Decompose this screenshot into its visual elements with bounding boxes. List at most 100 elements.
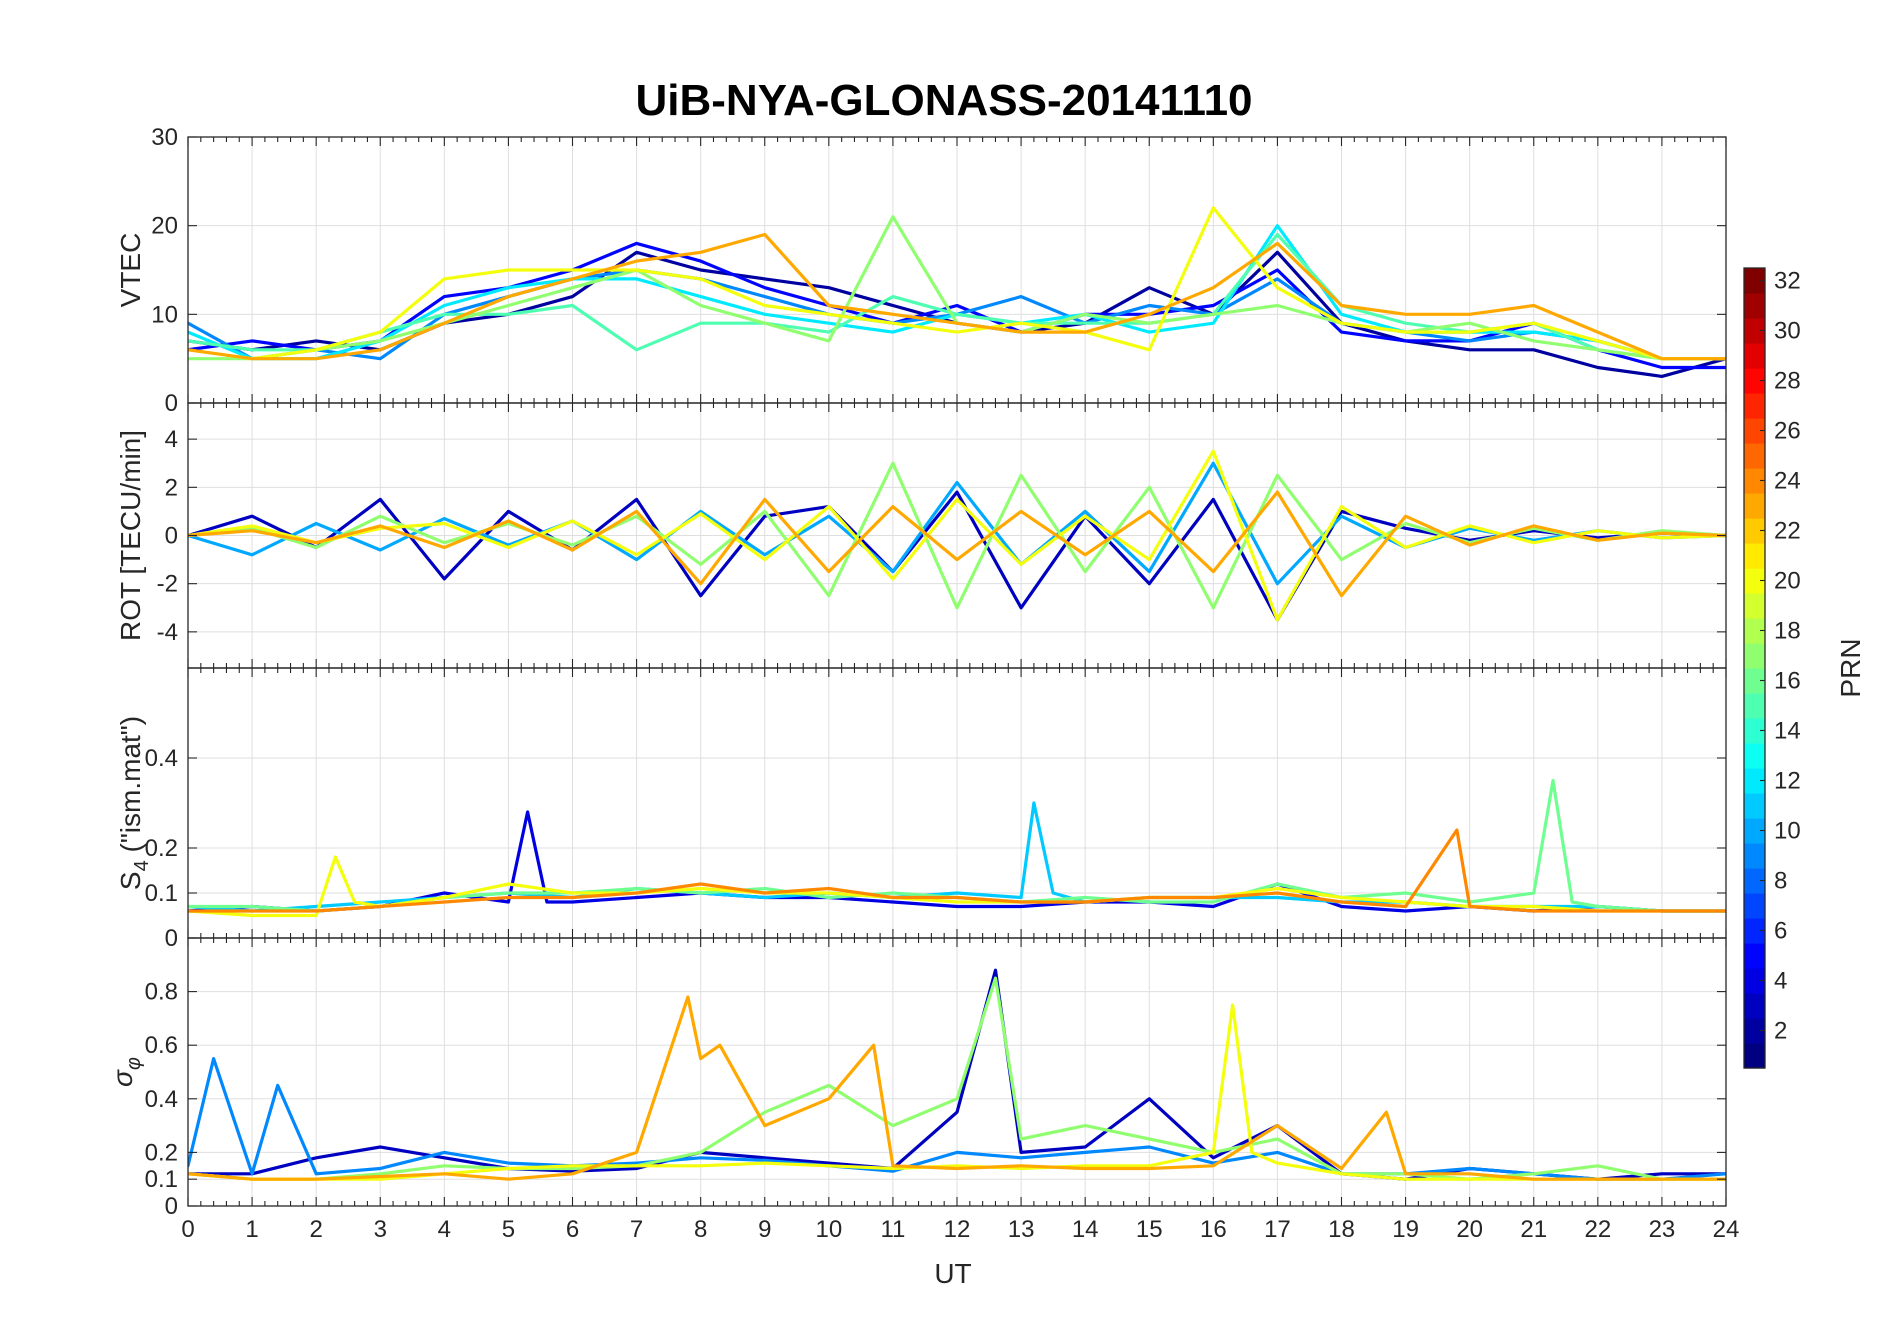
- series-prn-20: [188, 206, 1726, 361]
- x-tick-label: 24: [1713, 1216, 1740, 1243]
- x-tick-label: 11: [880, 1216, 905, 1243]
- colorbar-tick-label: 20: [1774, 568, 1801, 595]
- colorbar-segment: [1744, 543, 1765, 569]
- series-prn-17: [188, 461, 1726, 610]
- y-axis-label: S4 ("ism.mat"): [115, 716, 153, 890]
- x-tick-label: 3: [374, 1216, 387, 1243]
- colorbar-tick-label: 18: [1774, 618, 1801, 645]
- colorbar-segment: [1744, 793, 1765, 819]
- colorbar-segment: [1744, 868, 1765, 894]
- series-prn-23: [188, 490, 1726, 598]
- colorbar-segment: [1744, 318, 1765, 344]
- colorbar-segment: [1744, 343, 1765, 369]
- colorbar-segment: [1744, 743, 1765, 769]
- colorbar-segment: [1744, 443, 1765, 469]
- series-group: [188, 778, 1726, 918]
- colorbar-tick-label: 32: [1774, 268, 1801, 295]
- series-prn-23: [188, 995, 1726, 1181]
- x-tick-label: 5: [502, 1216, 515, 1243]
- colorbar-segment: [1744, 518, 1765, 544]
- x-tick-label: 13: [1008, 1216, 1035, 1243]
- x-tick-label: 1: [245, 1216, 258, 1243]
- colorbar-segment: [1744, 718, 1765, 744]
- colorbar-tick-label: 26: [1774, 418, 1801, 445]
- y-tick-label: 30: [151, 124, 178, 151]
- colorbar-segment: [1744, 943, 1765, 969]
- colorbar-tick-label: 8: [1774, 868, 1787, 895]
- y-tick-label: 0.1: [145, 880, 178, 907]
- x-tick-label: 20: [1456, 1216, 1483, 1243]
- x-tick-label: 14: [1072, 1216, 1099, 1243]
- y-tick-label: 10: [151, 301, 178, 328]
- series-prn-20: [188, 449, 1726, 622]
- colorbar-segment: [1744, 418, 1765, 444]
- colorbar-segment: [1744, 293, 1765, 319]
- series-prn-23: [188, 232, 1726, 361]
- y-tick-label: 0.4: [145, 1086, 178, 1113]
- series-prn-20: [188, 1003, 1726, 1181]
- panel-s4: 0 0.1 0.2 0.4S4 ("ism.mat"): [115, 667, 1727, 952]
- colorbar-segment: [1744, 393, 1765, 419]
- colorbar-frame: [1743, 267, 1766, 1069]
- x-tick-label: 17: [1264, 1216, 1291, 1243]
- y-tick-label: 0.2: [145, 1139, 178, 1166]
- colorbar-segment: [1744, 968, 1765, 994]
- colorbar-segment: [1744, 618, 1765, 644]
- y-tick-label: 0.2: [145, 835, 178, 862]
- y-axis-label: ROT [TECU/min]: [115, 430, 146, 641]
- series-prn-3: [188, 490, 1726, 622]
- series-group: [188, 449, 1726, 622]
- colorbar-segment: [1744, 593, 1765, 619]
- y-tick-label: 20: [151, 213, 178, 240]
- y-axis-label: VTEC: [115, 233, 146, 308]
- colorbar-segment: [1744, 468, 1765, 494]
- colorbar-tick-label: 28: [1774, 368, 1801, 395]
- x-tick-label: 12: [944, 1216, 971, 1243]
- x-tick-label: 0: [181, 1216, 194, 1243]
- colorbar-segment: [1744, 368, 1765, 394]
- series-group: [188, 206, 1726, 378]
- chart-title: UiB-NYA-GLONASS-20141110: [635, 76, 1252, 125]
- y-tick-label: 0: [165, 1193, 178, 1220]
- y-tick-label: -2: [157, 571, 178, 598]
- series-group: [188, 968, 1726, 1181]
- series-prn-9: [188, 1057, 1726, 1181]
- x-tick-label: 19: [1392, 1216, 1419, 1243]
- colorbar-tick-label: 30: [1774, 318, 1801, 345]
- colorbar-segment: [1744, 268, 1765, 294]
- x-tick-label: 2: [309, 1216, 322, 1243]
- x-tick-label: 9: [758, 1216, 771, 1243]
- y-tick-label: 0: [165, 390, 178, 417]
- y-tick-label: 4: [165, 426, 178, 453]
- y-axis-label: σφ: [107, 1057, 145, 1087]
- colorbar-tick-label: 10: [1774, 818, 1801, 845]
- x-tick-label: 8: [694, 1216, 707, 1243]
- colorbar-segment: [1744, 693, 1765, 719]
- x-tick-label: 15: [1136, 1216, 1163, 1243]
- colorbar-segment: [1744, 1018, 1765, 1044]
- colorbar-segment: [1744, 768, 1765, 794]
- colorbar-segment: [1744, 893, 1765, 919]
- colorbar-tick-label: 6: [1774, 918, 1787, 945]
- x-tick-label: 22: [1584, 1216, 1611, 1243]
- x-tick-label: 7: [630, 1216, 643, 1243]
- colorbar-segment: [1744, 918, 1765, 944]
- colorbar-label: PRN: [1835, 638, 1866, 697]
- y-tick-label: 0: [165, 925, 178, 952]
- y-tick-label: 0.1: [145, 1166, 178, 1193]
- x-tick-label: 6: [566, 1216, 579, 1243]
- x-tick-label: 10: [815, 1216, 842, 1243]
- series-prn-24: [188, 828, 1726, 913]
- colorbar-segment: [1744, 493, 1765, 519]
- colorbar-tick-label: 16: [1774, 668, 1801, 695]
- colorbar-tick-label: 22: [1774, 518, 1801, 545]
- colorbar-segment: [1744, 818, 1765, 844]
- colorbar-tick-label: 14: [1774, 718, 1801, 745]
- x-tick-label: 4: [438, 1216, 451, 1243]
- panel-vtec: 0 10 20 30 VTEC: [115, 124, 1727, 417]
- x-tick-label: 16: [1200, 1216, 1227, 1243]
- y-tick-label: 0.4: [145, 745, 178, 772]
